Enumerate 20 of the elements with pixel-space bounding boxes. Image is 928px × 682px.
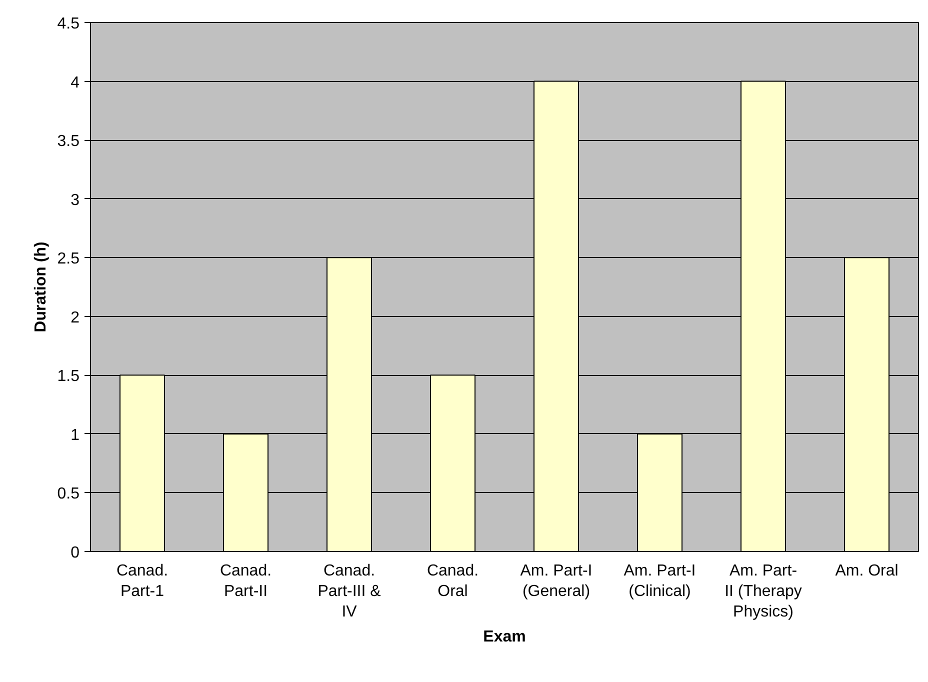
- y-tick-label: 0: [70, 544, 80, 562]
- y-tick-label: 2: [70, 309, 80, 326]
- y-tick-label: 1: [70, 426, 80, 444]
- y-tick-label: 2.5: [57, 250, 80, 268]
- x-tick-label: Am. Part-I (General): [520, 562, 592, 600]
- x-axis-title: Exam: [483, 628, 526, 646]
- y-tick-label: 1.5: [57, 368, 80, 386]
- x-tick-label: Am. Part-I (Clinical): [624, 562, 696, 600]
- x-tick-label: Canad. Part-II: [220, 562, 272, 600]
- y-tick-label: 4.5: [57, 16, 80, 32]
- y-tick-label: 0.5: [57, 486, 80, 503]
- y-tick-label: 3: [70, 192, 80, 209]
- x-tick-label: Canad. Part-1: [116, 562, 168, 600]
- x-tick-label: Canad. Oral: [426, 562, 479, 600]
- y-axis-title: Duration (h): [32, 242, 50, 332]
- x-tick-label: Am. Part- II (Therapy Physics): [724, 562, 802, 620]
- y-tick-label: 4: [70, 74, 80, 92]
- y-tick-label: 3.5: [57, 133, 80, 150]
- x-tick-label: Canad. Part-III & IV: [318, 562, 382, 620]
- x-tick-label: Am. Oral: [835, 562, 898, 580]
